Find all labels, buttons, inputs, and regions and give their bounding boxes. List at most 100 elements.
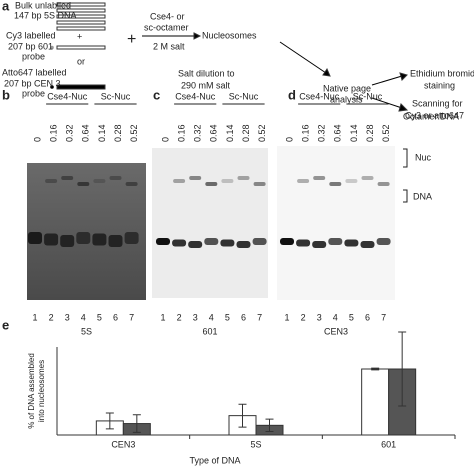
nuc-band — [173, 179, 186, 183]
text: Cy3 or atto647 — [405, 110, 464, 120]
nuc-band — [377, 182, 390, 186]
lane-number: 7 — [257, 312, 262, 322]
text: Ethidium bromide — [410, 68, 474, 78]
nuc-band — [77, 182, 90, 186]
lane-number: 2 — [301, 312, 306, 322]
lane-label: 0.16 — [300, 124, 310, 142]
lane-number: 2 — [49, 312, 54, 322]
lane-number: 4 — [333, 312, 338, 322]
plus: + — [77, 31, 82, 41]
nuc-band — [297, 179, 310, 183]
lane-number: 3 — [317, 312, 322, 322]
lane-number: 1 — [160, 312, 165, 322]
dye-dot — [50, 45, 54, 50]
ratio-label: Octamer:DNA — [403, 111, 459, 121]
lane-label: 0.52 — [257, 124, 267, 142]
lane-label: 0.28 — [241, 124, 251, 142]
dna-band — [44, 233, 59, 246]
panel-label: d — [288, 87, 296, 102]
text: 290 mM salt — [181, 80, 231, 90]
dna-band — [236, 241, 251, 248]
gel-name: CEN3 — [324, 326, 348, 336]
text: probe — [22, 51, 45, 61]
text: Salt dilution to — [178, 68, 235, 78]
gel — [152, 148, 268, 298]
lane-label: 0.28 — [365, 124, 375, 142]
lane-number: 4 — [81, 312, 86, 322]
nuc-label: Nuc — [415, 152, 432, 162]
lane-label: 0.14 — [225, 124, 235, 142]
lane-number: 4 — [209, 312, 214, 322]
dna-band — [28, 232, 42, 244]
error-bar — [105, 412, 114, 430]
dna-band — [172, 239, 187, 247]
lane-number: 3 — [65, 312, 70, 322]
lane-label: 0.32 — [65, 124, 75, 142]
lane-number: 3 — [193, 312, 198, 322]
nuc-band — [189, 176, 202, 180]
x-tick-label: 5S — [250, 439, 261, 449]
text: or — [77, 56, 85, 66]
lane-label: 0.14 — [349, 124, 359, 142]
lane-label: 0.64 — [209, 124, 219, 142]
x-axis-label: Type of DNA — [189, 455, 240, 465]
dna-band — [252, 238, 267, 245]
gel — [277, 146, 395, 300]
error-bar — [132, 414, 141, 433]
dna-band — [296, 239, 311, 247]
nuc-band — [125, 182, 138, 186]
dna-band — [188, 241, 203, 248]
text: staining — [424, 80, 455, 90]
nuc-band — [61, 176, 74, 180]
nuc-band — [313, 176, 326, 180]
nuc-band — [329, 182, 342, 186]
text: 207 bp 601 — [8, 41, 53, 51]
panel-label: a — [2, 0, 10, 13]
dna-band — [156, 238, 170, 245]
lane-label: 0 — [32, 137, 42, 142]
panel-label: c — [153, 87, 160, 102]
lane-number: 7 — [129, 312, 134, 322]
text: Bulk unlablled — [15, 0, 71, 10]
bar — [361, 368, 390, 436]
nuc-band — [93, 179, 106, 183]
lane-number: 1 — [32, 312, 37, 322]
text: sc-octamer — [144, 22, 189, 32]
lane-number: 6 — [113, 312, 118, 322]
text: 147 bp 5S DNA — [14, 10, 77, 20]
nuc-band — [109, 176, 122, 180]
group-label: Sc-Nuc — [229, 91, 259, 101]
nuc-band — [205, 182, 218, 186]
dna-band — [60, 235, 75, 247]
dna-band — [220, 239, 235, 247]
bracket — [403, 148, 408, 203]
error-bar — [398, 331, 407, 407]
dna-band — [76, 232, 91, 244]
lane-number: 2 — [177, 312, 182, 322]
error-bar — [238, 403, 247, 428]
lane-label: 0.14 — [97, 124, 107, 142]
lane-label: 0.64 — [81, 124, 91, 142]
lane-number: 7 — [381, 312, 386, 322]
y-axis-label: into nucleosomes — [37, 360, 46, 422]
nuc-band — [237, 176, 250, 180]
lane-label: 0.28 — [113, 124, 123, 142]
group-label: Sc-Nuc — [353, 91, 383, 101]
error-bar — [265, 418, 274, 432]
dye-dot — [50, 85, 54, 89]
lane-label: 0 — [284, 137, 294, 142]
lane-label: 0.64 — [333, 124, 343, 142]
text: analysis — [330, 94, 363, 104]
dna-band — [360, 241, 375, 248]
text: Atto647 labelled — [2, 67, 67, 77]
group-label: Cse4-Nuc — [47, 91, 88, 101]
dna-band — [92, 233, 107, 246]
dna-band — [280, 238, 294, 245]
text: Scanning for — [412, 98, 463, 108]
lane-number: 6 — [365, 312, 370, 322]
group-label: Sc-Nuc — [101, 91, 131, 101]
text: Cy3 labelled — [6, 30, 56, 40]
dna-band — [344, 239, 359, 247]
lane-label: 0.32 — [193, 124, 203, 142]
group-label: Cse4-Nuc — [299, 91, 340, 101]
